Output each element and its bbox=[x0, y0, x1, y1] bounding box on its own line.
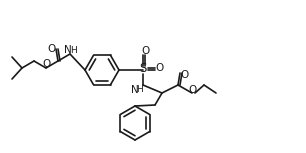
Text: N: N bbox=[64, 45, 72, 55]
Text: O: O bbox=[188, 85, 196, 95]
Text: O: O bbox=[42, 59, 50, 69]
Text: H: H bbox=[136, 86, 142, 95]
Text: O: O bbox=[141, 46, 149, 56]
Text: S: S bbox=[139, 62, 147, 75]
Text: O: O bbox=[47, 44, 55, 54]
Text: O: O bbox=[180, 70, 188, 80]
Text: H: H bbox=[70, 45, 76, 54]
Text: N: N bbox=[131, 85, 139, 95]
Text: O: O bbox=[155, 63, 163, 73]
